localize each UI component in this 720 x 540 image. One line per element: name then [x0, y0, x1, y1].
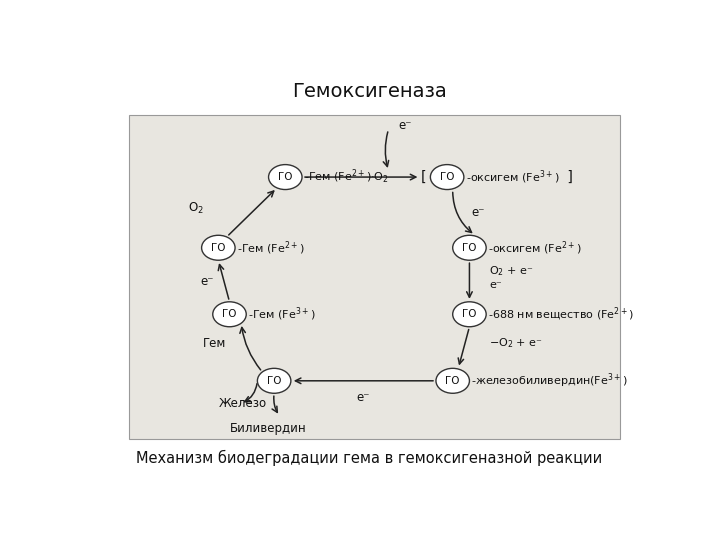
Text: O$_2$: O$_2$: [188, 201, 204, 216]
Text: ГО: ГО: [462, 309, 477, 319]
Text: Железо: Железо: [218, 397, 266, 410]
Text: ГО: ГО: [222, 309, 237, 319]
Text: e⁻: e⁻: [489, 280, 502, 290]
Text: e⁻: e⁻: [471, 206, 485, 219]
Circle shape: [431, 165, 464, 190]
Text: Механизм биодеградации гема в гемоксигеназной реакции: Механизм биодеградации гема в гемоксиген…: [136, 450, 602, 466]
Text: Гем: Гем: [203, 337, 227, 350]
Circle shape: [213, 302, 246, 327]
Text: -Гем (Fe$^{3+}$): -Гем (Fe$^{3+}$): [248, 306, 315, 323]
Text: ]: ]: [563, 170, 573, 184]
FancyBboxPatch shape: [129, 114, 620, 439]
Text: e⁻: e⁻: [399, 119, 412, 132]
Text: ГО: ГО: [211, 243, 225, 253]
Text: e⁻: e⁻: [200, 274, 214, 287]
Text: O$_2$ + e⁻: O$_2$ + e⁻: [489, 264, 534, 278]
Text: ГО: ГО: [446, 376, 460, 386]
Text: ГО: ГО: [440, 172, 454, 182]
Text: -688 нм вещество (Fe$^{2+}$): -688 нм вещество (Fe$^{2+}$): [488, 306, 634, 323]
Text: Биливердин: Биливердин: [230, 422, 307, 435]
Circle shape: [258, 368, 291, 393]
Text: ГО: ГО: [278, 172, 292, 182]
Text: ГО: ГО: [267, 376, 282, 386]
Text: [: [: [420, 170, 426, 184]
Text: -железобиливердин(Fe$^{3+}$): -железобиливердин(Fe$^{3+}$): [471, 372, 628, 390]
Text: −O$_2$ + e⁻: −O$_2$ + e⁻: [489, 336, 543, 350]
Text: ГО: ГО: [462, 243, 477, 253]
Circle shape: [453, 235, 486, 260]
Circle shape: [436, 368, 469, 393]
Circle shape: [453, 302, 486, 327]
Text: -оксигем (Fe$^{3+}$): -оксигем (Fe$^{3+}$): [466, 168, 559, 186]
Text: e⁻: e⁻: [356, 391, 370, 404]
Circle shape: [269, 165, 302, 190]
Circle shape: [202, 235, 235, 260]
Text: -оксигем (Fe$^{2+}$): -оксигем (Fe$^{2+}$): [488, 239, 581, 256]
Text: -Гем (Fe$^{2+}$)·O$_2$: -Гем (Fe$^{2+}$)·O$_2$: [304, 168, 388, 186]
Text: -Гем (Fe$^{2+}$): -Гем (Fe$^{2+}$): [237, 239, 305, 256]
Text: Гемоксигеназа: Гемоксигеназа: [292, 82, 446, 102]
